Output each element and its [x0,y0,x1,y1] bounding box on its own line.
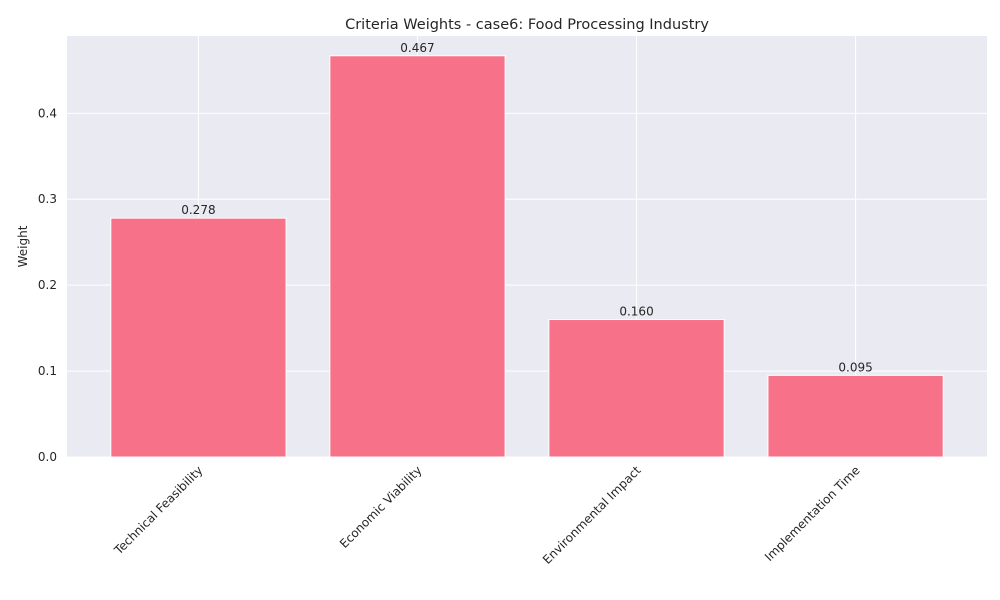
y-tick-label: 0.0 [38,450,57,464]
bars [110,55,944,458]
y-tick-label: 0.1 [38,364,57,378]
y-tick-label: 0.3 [38,192,57,206]
bar-value-label: 0.160 [619,305,653,319]
chart-title: Criteria Weights - case6: Food Processin… [345,17,709,33]
y-axis-ticks: 0.0 0.1 0.2 0.3 0.4 [38,106,57,464]
bar-value-label: 0.095 [838,360,872,374]
x-tick-label: Technical Feasibility [111,463,206,558]
y-tick-label: 0.4 [38,106,57,120]
bar [110,217,287,458]
x-axis-ticks: Technical Feasibility Economic Viability E… [111,463,863,567]
x-tick-label: Implementation Time [762,463,863,564]
bar [767,374,944,458]
x-tick-label: Environmental Impact [540,463,644,567]
bar [329,55,506,458]
x-tick-label: Economic Viability [337,463,425,551]
bar [548,319,725,458]
y-axis-label: Weight [16,225,30,267]
y-tick-label: 0.2 [38,278,57,292]
bar-value-label: 0.278 [181,203,215,217]
data-labels: 0.278 0.467 0.160 0.095 [181,41,873,375]
bar-value-label: 0.467 [400,41,434,55]
